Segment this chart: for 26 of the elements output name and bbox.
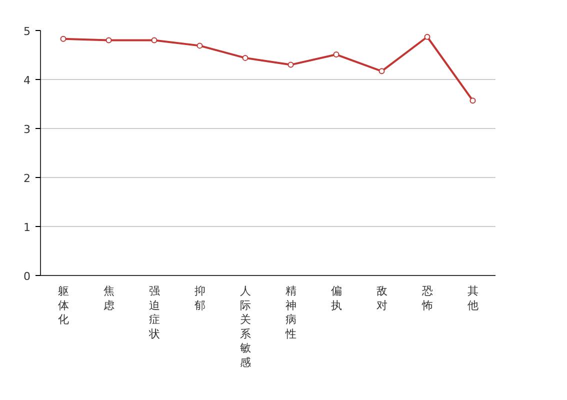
- y-tick-label: 0: [24, 270, 30, 283]
- point: [288, 62, 294, 68]
- x-tick-label: 其他: [467, 284, 478, 312]
- x-tick-label: 敌对: [376, 284, 388, 312]
- y-tick-label: 3: [24, 123, 30, 136]
- point: [333, 52, 340, 58]
- point: [196, 42, 203, 49]
- point: [151, 37, 158, 44]
- x-tick-label: 人际关系敏感: [240, 284, 251, 369]
- x-tick-label: 偏执: [330, 284, 342, 312]
- x-tick-label: 抑郁: [194, 284, 206, 312]
- y-tick-label: 4: [24, 74, 30, 87]
- point: [424, 34, 430, 40]
- x-tick-label: 强迫症状: [148, 284, 160, 340]
- point: [378, 68, 385, 74]
- point: [470, 98, 476, 104]
- point: [242, 54, 248, 61]
- x-tick-label: 恐怖: [420, 284, 433, 312]
- y-tick-label: 5: [24, 25, 30, 38]
- point: [106, 37, 112, 44]
- x-tick-label: 精神病性: [284, 284, 296, 340]
- y-tick-label: 1: [24, 221, 30, 234]
- x-tick-label: 躯体化: [58, 284, 69, 326]
- y-tick-label: 2: [24, 172, 30, 185]
- x-tick-label: 焦虑: [103, 284, 114, 312]
- point: [60, 36, 66, 42]
